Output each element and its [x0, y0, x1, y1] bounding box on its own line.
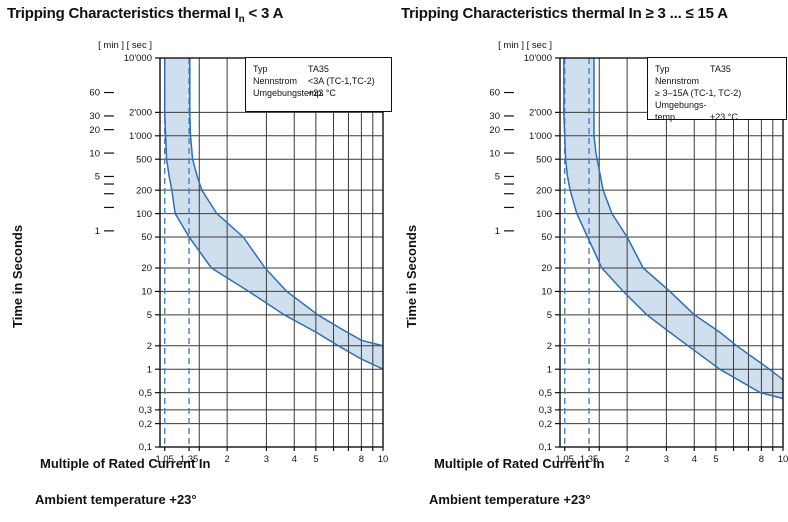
legend-value: ≥ 3–15A (TC-1, TC-2): [655, 88, 742, 98]
legend-row: Umgebungstemp.+23 °C: [253, 87, 391, 99]
svg-text:5: 5: [495, 172, 500, 183]
legend-row: Nennstrom <3A (TC-1,TC-2): [253, 75, 391, 87]
svg-text:10'000: 10'000: [124, 53, 152, 64]
x-axis-caption: Multiple of Rated Current In: [434, 456, 605, 471]
svg-text:0,3: 0,3: [139, 405, 152, 416]
svg-text:10: 10: [378, 454, 389, 465]
chart-title-subscript: n: [238, 14, 245, 25]
legend-label: Umgebungs-: [655, 100, 707, 110]
legend-box: Typ TA35 Nennstrom <3A (TC-1,TC-2) Umgebun…: [245, 57, 392, 112]
legend-label: Typ: [655, 64, 670, 74]
svg-text:20: 20: [541, 263, 552, 274]
chart-title-text: Tripping Characteristics thermal In ≥ 3 …: [401, 5, 728, 22]
legend-label: temp.: [655, 112, 678, 122]
svg-text:2'000: 2'000: [129, 108, 152, 119]
legend-label: Umgebungstemp.: [253, 88, 325, 98]
svg-text:[ min ] [ sec ]: [ min ] [ sec ]: [498, 40, 552, 51]
svg-text:3: 3: [264, 454, 269, 465]
svg-text:1: 1: [147, 364, 152, 375]
svg-text:5: 5: [95, 172, 100, 183]
svg-text:5: 5: [547, 310, 552, 321]
legend-label: Typ: [253, 64, 268, 74]
legend-value: TA35: [308, 64, 329, 74]
svg-text:10'000: 10'000: [524, 53, 552, 64]
svg-text:10: 10: [541, 287, 552, 298]
svg-text:60: 60: [489, 88, 500, 99]
chart-section-in-3-to-15a: Tripping Characteristics thermal In ≥ 3 …: [394, 0, 788, 522]
svg-text:0,2: 0,2: [539, 419, 552, 430]
svg-text:20: 20: [141, 263, 152, 274]
legend-value: +23 °C: [308, 88, 336, 98]
svg-text:2'000: 2'000: [529, 108, 552, 119]
svg-text:0,2: 0,2: [139, 419, 152, 430]
ambient-temperature-caption: Ambient temperature +23°: [429, 492, 591, 507]
chart-title-text: Tripping Characteristics thermal I: [7, 5, 239, 22]
svg-text:50: 50: [141, 232, 152, 243]
legend-value: <3A (TC-1,TC-2): [308, 76, 375, 86]
svg-text:1: 1: [495, 226, 500, 237]
svg-text:4: 4: [692, 454, 697, 465]
svg-text:10: 10: [141, 287, 152, 298]
svg-text:[ min ] [ sec ]: [ min ] [ sec ]: [98, 40, 152, 51]
svg-text:0,1: 0,1: [139, 442, 152, 453]
svg-text:5: 5: [713, 454, 718, 465]
svg-text:1,35: 1,35: [580, 454, 599, 465]
svg-text:5: 5: [313, 454, 318, 465]
chart-title: Tripping Characteristics thermal In < 3 …: [7, 5, 283, 25]
svg-text:1: 1: [547, 364, 552, 375]
svg-text:3: 3: [664, 454, 669, 465]
svg-text:100: 100: [536, 209, 552, 220]
svg-text:2: 2: [224, 454, 229, 465]
svg-text:1,05: 1,05: [155, 454, 174, 465]
chart-title: Tripping Characteristics thermal In ≥ 3 …: [401, 5, 728, 25]
svg-text:50: 50: [541, 232, 552, 243]
svg-text:30: 30: [489, 111, 500, 122]
svg-text:500: 500: [136, 154, 152, 165]
svg-text:2: 2: [147, 341, 152, 352]
legend-row: Typ TA35: [655, 63, 786, 75]
legend-row: temp. +23 °C: [655, 111, 786, 123]
svg-text:200: 200: [136, 185, 152, 196]
svg-text:500: 500: [536, 154, 552, 165]
legend-row: Umgebungs-: [655, 99, 786, 111]
legend-value: +23 °C: [710, 112, 738, 122]
legend-row: Nennstrom ≥ 3–15A (TC-1, TC-2): [655, 75, 786, 99]
svg-text:1'000: 1'000: [529, 131, 552, 142]
svg-text:60: 60: [89, 88, 100, 99]
svg-text:5: 5: [147, 310, 152, 321]
x-axis-caption: Multiple of Rated Current In: [40, 456, 211, 471]
svg-text:10: 10: [89, 148, 100, 159]
svg-text:1,05: 1,05: [555, 454, 574, 465]
svg-text:0,1: 0,1: [539, 442, 552, 453]
svg-text:4: 4: [292, 454, 297, 465]
svg-text:10: 10: [778, 454, 788, 465]
legend-row: Typ TA35: [253, 63, 391, 75]
chart-title-suffix: < 3 A: [244, 5, 284, 22]
ambient-temperature-caption: Ambient temperature +23°: [35, 492, 197, 507]
legend-box: Typ TA35 Nennstrom ≥ 3–15A (TC-1, TC-2) Um…: [647, 57, 787, 123]
svg-text:2: 2: [547, 341, 552, 352]
svg-text:1,35: 1,35: [180, 454, 199, 465]
svg-text:1'000: 1'000: [129, 131, 152, 142]
svg-text:10: 10: [489, 148, 500, 159]
legend-value: TA35: [710, 64, 731, 74]
legend-label: Nennstrom: [655, 76, 700, 86]
svg-text:2: 2: [624, 454, 629, 465]
svg-text:200: 200: [536, 185, 552, 196]
svg-text:20: 20: [89, 125, 100, 136]
svg-text:0,5: 0,5: [139, 388, 152, 399]
legend-label: Nennstrom: [253, 76, 298, 86]
svg-text:8: 8: [759, 454, 764, 465]
svg-text:0,3: 0,3: [539, 405, 552, 416]
svg-text:20: 20: [489, 125, 500, 136]
svg-text:0,5: 0,5: [539, 388, 552, 399]
svg-text:30: 30: [89, 111, 100, 122]
svg-text:8: 8: [359, 454, 364, 465]
svg-text:100: 100: [136, 209, 152, 220]
svg-text:1: 1: [95, 226, 100, 237]
chart-section-in-lt-3a: Tripping Characteristics thermal In < 3 …: [7, 5, 392, 507]
